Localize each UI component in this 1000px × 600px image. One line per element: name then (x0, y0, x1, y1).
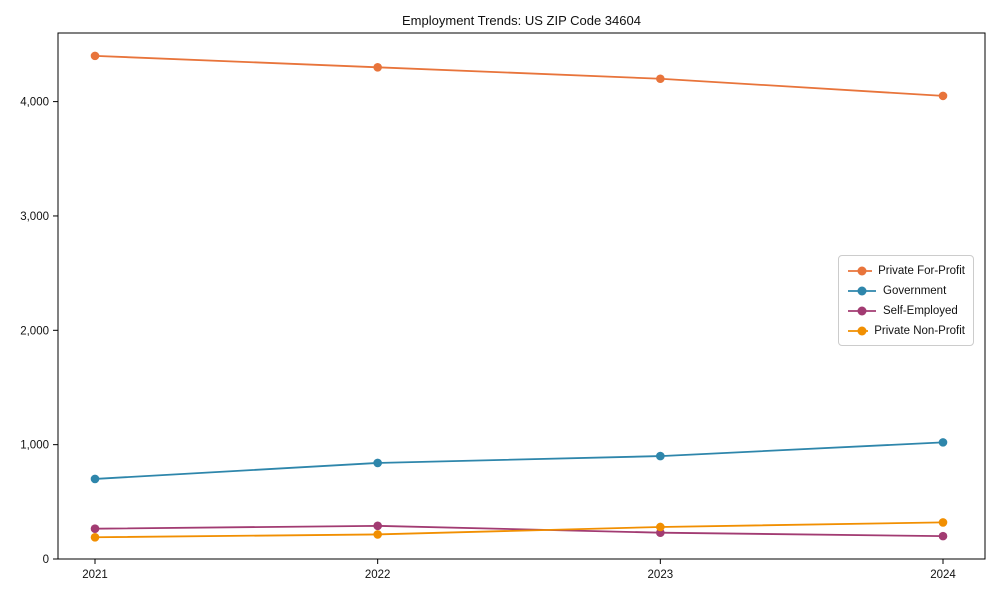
legend-label: Self-Employed (883, 304, 958, 317)
chart-legend: Private For-Profit Government Self-Employe… (838, 255, 974, 346)
data-point (938, 518, 948, 527)
data-point (373, 521, 382, 531)
data-point (90, 532, 100, 542)
y-tick-label: 0 (43, 554, 49, 566)
x-tick-label: 2021 (82, 569, 108, 581)
legend-marker-icon (848, 326, 869, 335)
y-tick-label: 3,000 (20, 211, 49, 223)
data-point (656, 451, 665, 461)
x-tick-label: 2024 (930, 569, 956, 581)
y-tick-label: 1,000 (20, 440, 49, 452)
series-line (94, 441, 944, 480)
chart-title: Employment Trends: US ZIP Code 34604 (402, 13, 641, 28)
legend-marker-icon (848, 306, 876, 315)
y-tick-label: 2,000 (20, 325, 49, 337)
legend-label: Private For-Profit (878, 264, 965, 277)
legend-item: Private Non-Profit (847, 322, 965, 339)
legend-item: Self-Employed (847, 302, 965, 319)
x-tick-label: 2023 (648, 569, 674, 581)
data-point (90, 524, 100, 533)
legend-marker-icon (848, 266, 873, 275)
series-line (94, 524, 944, 538)
data-point (373, 63, 382, 72)
data-point (656, 522, 665, 532)
y-tick-label: 4,000 (20, 97, 49, 109)
data-point (90, 51, 100, 61)
legend-item: Private For-Profit (847, 262, 965, 279)
data-point (373, 530, 382, 539)
series-line (94, 521, 944, 539)
data-point (938, 91, 948, 101)
legend-item: Government (847, 282, 965, 299)
data-point (938, 438, 948, 447)
plot-border (57, 32, 986, 560)
legend-marker-icon (848, 286, 876, 295)
legend-label: Government (883, 284, 947, 297)
legend-label: Private Non-Profit (874, 324, 965, 337)
data-point (938, 531, 948, 541)
data-point (373, 458, 382, 468)
series-line (94, 54, 944, 97)
data-point (656, 74, 665, 84)
x-tick-label: 2022 (365, 569, 391, 581)
data-point (90, 474, 100, 484)
